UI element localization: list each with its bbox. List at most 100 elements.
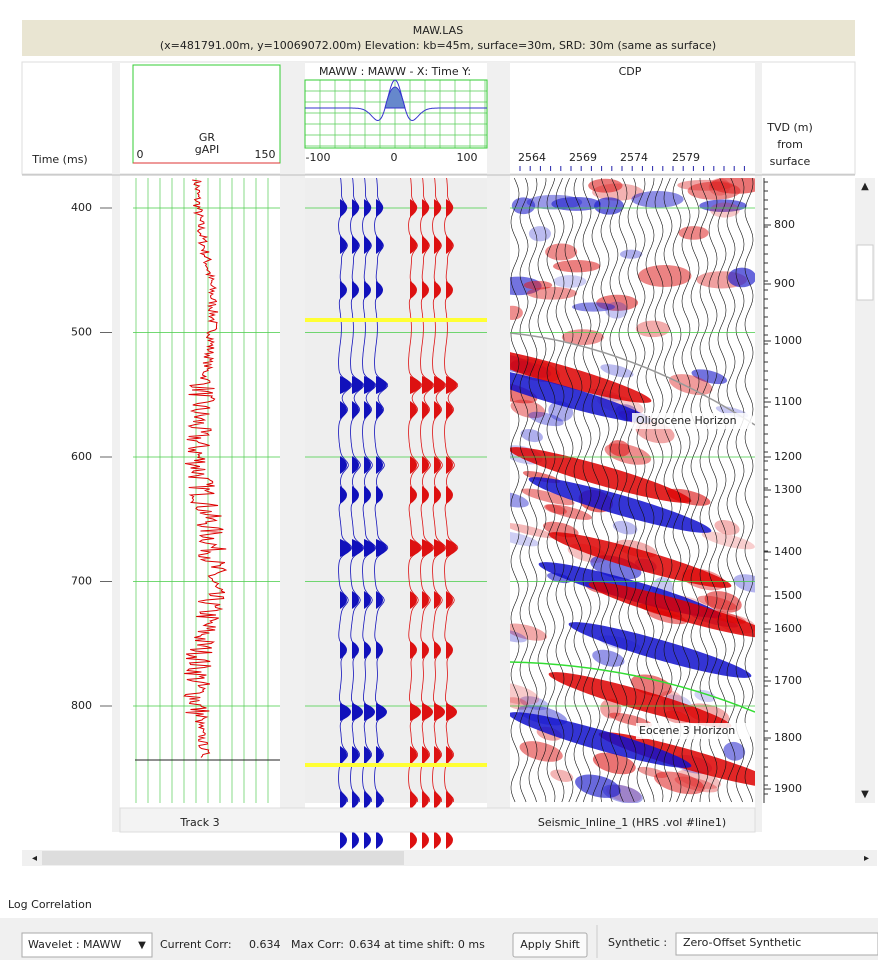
separator	[112, 62, 120, 832]
synthetic-lobe	[422, 831, 429, 849]
amplitude-blob	[588, 178, 623, 193]
synthetic-lobe	[364, 236, 371, 254]
synthetic-lobe	[364, 281, 371, 299]
tvd-tick-label: 1900	[774, 782, 802, 795]
amplitude-blob	[691, 369, 728, 385]
synthetic-lobe	[434, 641, 441, 659]
synthetic-lobe	[340, 831, 347, 849]
synthetic-lobe	[434, 199, 441, 217]
synthetic-lobe	[376, 591, 383, 609]
amplitude-blob	[635, 320, 671, 338]
amplitude-band	[510, 367, 652, 423]
amplitude-blob	[528, 411, 564, 427]
h-scroll-thumb[interactable]	[42, 851, 404, 865]
synthetic-lobe	[364, 539, 375, 557]
synthetic-lobe	[340, 703, 351, 721]
cdp-tick-label: 2564	[518, 151, 546, 164]
wavelet-select[interactable]: Wavelet : MAWW	[28, 938, 121, 951]
synthetic-lobe	[352, 591, 359, 609]
tvd-tick-label: 1100	[774, 395, 802, 408]
synthetic-lobe	[376, 746, 383, 764]
tvd-tick-label: 1200	[774, 450, 802, 463]
synthetic-lobe	[352, 199, 359, 217]
horizon-label: Eocene 3 Horizon	[639, 724, 735, 737]
time-tick-label: 600	[71, 450, 92, 463]
synthetic-lobe	[352, 746, 359, 764]
seismic-trace	[654, 178, 664, 803]
amplitude-blob	[519, 696, 549, 711]
track-footer	[119, 807, 756, 833]
tvd-label: from	[777, 138, 803, 151]
synthetic-lobe	[434, 591, 441, 609]
amplitude-blob	[510, 697, 529, 710]
tvd-tick-label: 1600	[774, 622, 802, 635]
synthetic-lobe	[422, 791, 429, 809]
synthetic-bg	[305, 178, 487, 803]
synthetic-lobe	[364, 486, 371, 504]
seismic-trace	[708, 178, 718, 803]
seismic-trace	[672, 178, 682, 803]
gr-min: 0	[137, 148, 144, 161]
synthetic-lobe	[422, 401, 429, 419]
seismic-footer: Seismic_Inline_1 (HRS .vol #line1)	[538, 816, 726, 829]
seismic-trace	[564, 178, 574, 803]
dropdown-arrow[interactable]: ▼	[138, 940, 146, 951]
synthetic-lobe	[352, 281, 359, 299]
synthetic-lobe	[340, 236, 347, 254]
synthetic-lobe	[364, 591, 371, 609]
scroll-down[interactable]: ▼	[861, 789, 869, 800]
synthetic-lobe	[422, 199, 429, 217]
tvd-label: surface	[770, 155, 811, 168]
seismic-trace	[528, 178, 538, 803]
seismic-section	[510, 178, 755, 803]
synthetic-lobe	[376, 703, 387, 721]
wavelet-dropdown[interactable]	[21, 932, 153, 958]
synthetic-lobe	[422, 703, 433, 721]
synthetic-lobe	[410, 401, 417, 419]
seismic-trace	[618, 178, 628, 803]
synthetic-lobe	[446, 486, 453, 504]
cdp-title: CDP	[619, 65, 642, 78]
scroll-right[interactable]: ▸	[864, 853, 869, 864]
amplitude-band	[548, 532, 732, 588]
horizon-line	[510, 332, 755, 426]
synthetic-lobe	[376, 236, 383, 254]
amplitude-blob	[694, 689, 716, 703]
synthetic-label: Synthetic :	[608, 936, 667, 949]
amplitude-band	[510, 347, 652, 403]
synthetic-lobe	[340, 486, 347, 504]
header-title: MAW.LAS	[413, 24, 463, 37]
amplitude-blob	[510, 305, 523, 320]
v-scroll-thumb[interactable]	[856, 244, 874, 301]
tvd-tick-label: 1700	[774, 674, 802, 687]
apply-shift-button[interactable]	[512, 932, 588, 958]
v-scrollbar[interactable]	[855, 178, 875, 803]
scroll-left[interactable]: ◂	[32, 853, 37, 864]
time-label: Time (ms)	[31, 153, 87, 166]
amplitude-blob	[668, 374, 713, 396]
synthetic-lobe	[364, 199, 371, 217]
panel-title: Log Correlation	[8, 898, 92, 911]
seismic-trace	[591, 178, 601, 803]
amplitude-blob	[572, 302, 615, 312]
synthetic-lobe	[422, 539, 433, 557]
horizon-tag	[636, 723, 750, 739]
apply-shift-label[interactable]: Apply Shift	[520, 938, 580, 951]
amplitude-blob	[619, 249, 643, 259]
scroll-up[interactable]: ▲	[861, 181, 869, 192]
time-tick-label: 400	[71, 201, 92, 214]
synthetic-lobe	[376, 199, 383, 217]
gr-name: GR	[199, 131, 216, 144]
wavelet-fill	[384, 86, 406, 109]
synthetic-lobe	[352, 641, 359, 659]
synthetic-lobe	[422, 281, 429, 299]
amplitude-blob	[723, 741, 746, 761]
synthetic-dropdown[interactable]	[675, 932, 878, 956]
horizon-tag	[632, 413, 752, 429]
synthetic-lobe	[410, 746, 417, 764]
synthetic-select[interactable]: Zero-Offset Synthetic	[683, 936, 801, 949]
time-tick-label: 500	[71, 326, 92, 339]
amplitude-blob	[709, 202, 740, 218]
synthetic-lobe	[422, 591, 429, 609]
tvd-label: TVD (m)	[766, 121, 813, 134]
